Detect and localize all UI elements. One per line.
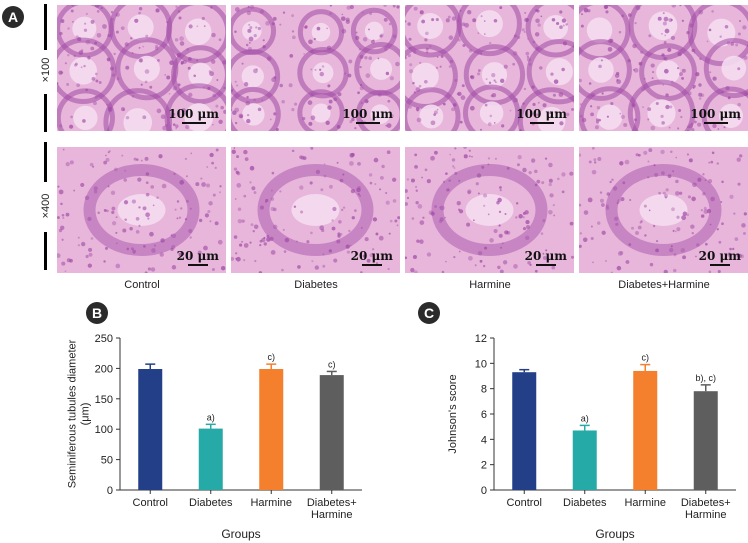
scale-bar-line [361, 264, 382, 266]
micrograph-diabetes-x400: 20 μm [231, 147, 400, 273]
chart-b-y-axis-label-line: Seminiferous tubules diameter [67, 339, 79, 488]
chart-b-y-tick-label: 0 [107, 485, 113, 497]
chart-b-y-tick-label: 200 [95, 363, 113, 375]
chart-c-x-tick-label: Harmine [685, 509, 727, 521]
scale-bar-line [535, 264, 556, 266]
caption-diabetes-harmine: Diabetes+Harmine [618, 279, 710, 291]
chart-b-significance-label: a) [207, 412, 215, 422]
chart-b-y-tick-label: 250 [95, 333, 113, 345]
chart-b-x-tick-label: Control [133, 497, 168, 509]
scale-bar: 100 μm [342, 107, 393, 124]
chart-c-x-axis-label: Groups [595, 527, 634, 541]
chart-c-y-tick-label: 2 [481, 460, 487, 472]
chart-c-bar [693, 391, 718, 490]
chart-c-y-tick-label: 10 [475, 358, 487, 370]
panel-a-badge: A [2, 6, 24, 28]
chart-b-x-tick-label: Diabetes [189, 497, 233, 509]
chart-b-significance-label: c) [268, 352, 276, 362]
scale-bar: 20 μm [525, 249, 567, 266]
scale-bar-label: 100 μm [168, 107, 219, 121]
chart-c-y-tick-label: 0 [481, 485, 487, 497]
row-divider-top-1 [44, 4, 47, 50]
chart-c-significance-label: c) [642, 353, 650, 363]
scale-bar-line [529, 122, 554, 124]
chart-b-y-tick-label: 150 [95, 394, 113, 406]
chart-c-x-tick-label: Harmine [624, 497, 666, 509]
micrograph-diabetes-harmine-x100: 100 μm [579, 5, 748, 131]
chart-b-y-tick-label: 50 [101, 455, 113, 467]
chart-c-x-tick-label: Diabetes+ [681, 497, 731, 509]
chart-c-y-tick-label: 8 [481, 384, 487, 396]
chart-c-x-tick-label: Diabetes [563, 497, 607, 509]
scale-bar: 20 μm [177, 249, 219, 266]
chart-b-x-axis-label: Groups [221, 527, 260, 541]
row-label-x100: ×100 [40, 57, 52, 83]
micrograph-harmine-x400: 20 μm [405, 147, 574, 273]
row-divider-top-2 [44, 94, 47, 132]
scale-bar-label: 20 μm [350, 249, 393, 263]
row-divider-bottom-1 [44, 142, 47, 182]
chart-c-y-tick-label: 4 [481, 434, 487, 446]
scale-bar: 20 μm [351, 249, 393, 266]
scale-bar-line [187, 264, 208, 266]
chart-c-y-axis-label-line: Johnson's score [447, 374, 459, 453]
scale-bar-label: 100 μm [342, 107, 393, 121]
chart-c-y-tick-label: 12 [475, 333, 487, 345]
chart-b-x-tick-label: Harmine [311, 509, 353, 521]
scale-bar: 20 μm [699, 249, 741, 266]
chart-b-bar [198, 428, 223, 490]
scale-bar: 100 μm [168, 107, 219, 124]
scale-bar: 100 μm [690, 107, 741, 124]
scale-bar-label: 100 μm [516, 107, 567, 121]
caption-control: Control [124, 279, 160, 291]
chart-c-johnson-score: 0 2 4 6 8 10 12 Control a) Diabetes c) Harmine b), c… [447, 333, 736, 541]
scale-bar-line [355, 122, 380, 124]
panel-b-badge: B [86, 302, 108, 324]
caption-harmine: Harmine [469, 279, 511, 291]
scale-bar-label: 20 μm [176, 249, 219, 263]
chart-c-significance-label: b), c) [695, 373, 716, 383]
chart-b-y-axis-label: Seminiferous tubules diameter (μm) [67, 339, 92, 488]
chart-b-bar [138, 369, 163, 490]
row-label-x400: ×400 [40, 193, 52, 219]
chart-b-bar [259, 369, 284, 490]
caption-diabetes: Diabetes [294, 279, 338, 291]
scale-bar-line [709, 264, 730, 266]
micrograph-harmine-x100: 100 μm [405, 5, 574, 131]
chart-c-significance-label: a) [581, 413, 589, 423]
chart-c-y-tick-label: 6 [481, 409, 487, 421]
row-divider-bottom-2 [44, 232, 47, 270]
scale-bar-label: 100 μm [690, 107, 741, 121]
chart-c-y-axis-label: Johnson's score [447, 374, 459, 453]
micrograph-diabetes-x100: 100 μm [231, 5, 400, 131]
chart-c-bar [512, 372, 537, 490]
chart-c-bar [572, 430, 597, 490]
panel-c-badge: C [418, 302, 440, 324]
micrograph-control-x100: 100 μm [57, 5, 226, 131]
chart-b-y-tick-label: 100 [95, 424, 113, 436]
chart-b-diameter: 0 50 100 150 200 250 Control a) Diabetes c) Harmin… [67, 333, 362, 541]
scale-bar: 100 μm [516, 107, 567, 124]
chart-c-x-tick-label: Control [507, 497, 542, 509]
chart-b-x-tick-label: Diabetes+ [307, 497, 357, 509]
micrograph-diabetes-harmine-x400: 20 μm [579, 147, 748, 273]
scale-bar-line [703, 122, 728, 124]
chart-b-x-tick-label: Harmine [250, 497, 292, 509]
chart-c-bar [633, 370, 658, 490]
micrograph-control-x400: 20 μm [57, 147, 226, 273]
chart-b-bar [319, 375, 344, 490]
scale-bar-label: 20 μm [698, 249, 741, 263]
scale-bar-line [181, 122, 206, 124]
scale-bar-label: 20 μm [524, 249, 567, 263]
chart-b-significance-label: c) [328, 359, 336, 369]
chart-b-y-axis-label-line: (μm) [80, 403, 92, 426]
